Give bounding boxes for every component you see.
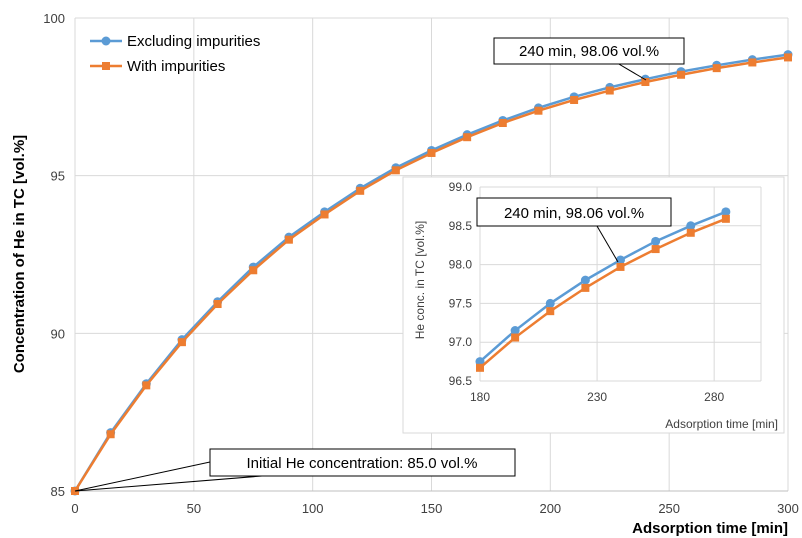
y-tick-label: 95	[51, 169, 65, 184]
annotation-240-main-label: 240 min, 98.06 vol.%	[519, 43, 659, 60]
inset-x-tick-label: 280	[704, 390, 724, 404]
inset-chart: 96.5 97.0 97.5 98.0 98.5 99.0 180 230 280 Adsorp…	[402, 176, 785, 434]
inset-point-with	[651, 245, 660, 254]
point-with	[677, 70, 686, 79]
annotation-initial-leader-1	[74, 475, 263, 492]
legend: Excluding impurities With impurities	[90, 33, 260, 75]
point-with	[142, 381, 151, 390]
x-axis-title: Adsorption time [min]	[632, 520, 788, 537]
point-with	[249, 266, 258, 275]
y-tick-label: 90	[51, 326, 65, 341]
point-with	[641, 78, 650, 87]
annotation-240-inset: 240 min, 98.06 vol.%	[476, 197, 672, 263]
annotation-240-main-box	[493, 37, 685, 65]
legend-label-excluding: Excluding impurities	[127, 33, 260, 50]
y-tick-label: 100	[43, 11, 65, 26]
inset-point-with	[476, 363, 484, 372]
main-tick-labels: 0 50 100 150 200 250 300 85 90 95 100	[43, 11, 799, 516]
x-tick-label: 300	[777, 501, 799, 516]
x-tick-label: 0	[71, 501, 78, 516]
inset-point-excluding	[721, 207, 731, 217]
point-with	[391, 166, 400, 175]
inset-y-tick-label: 97.5	[449, 296, 473, 310]
inset-point-with	[721, 214, 730, 223]
inset-point-excluding	[580, 275, 590, 285]
inset-series	[475, 207, 731, 372]
inset-point-with	[581, 283, 590, 292]
main-grid	[74, 17, 789, 492]
inset-y-tick-label: 99.0	[449, 180, 473, 194]
annotation-240-inset-label: 240 min, 98.06 vol.%	[504, 205, 644, 222]
y-tick-label: 85	[51, 484, 65, 499]
annotation-240-main: 240 min, 98.06 vol.%	[493, 37, 685, 81]
annotation-initial-box	[209, 448, 516, 477]
inset-x-tick-label: 230	[587, 390, 607, 404]
inset-point-with	[616, 262, 625, 271]
inset-point-with	[511, 333, 520, 342]
legend-marker-square	[102, 62, 110, 70]
inset-y-tick-label: 98.5	[449, 219, 473, 233]
inset-point-excluding	[616, 255, 625, 265]
point-with	[605, 86, 614, 95]
point-with	[712, 64, 721, 73]
inset-point-with	[546, 307, 555, 316]
x-tick-label: 250	[658, 501, 680, 516]
x-tick-label: 200	[539, 501, 561, 516]
point-with	[784, 53, 792, 62]
x-tick-label: 150	[421, 501, 443, 516]
x-tick-label: 100	[302, 501, 324, 516]
annotation-initial: Initial He concentration: 85.0 vol.%	[74, 448, 516, 492]
inset-y-tick-label: 97.0	[449, 335, 473, 349]
inset-tick-labels: 96.5 97.0 97.5 98.0 98.5 99.0 180 230 280	[449, 180, 725, 404]
point-with	[463, 133, 472, 142]
annotation-240-inset-box	[476, 197, 672, 227]
point-with	[748, 58, 757, 67]
point-with	[570, 95, 579, 104]
point-with	[534, 106, 543, 115]
inset-x-tick-label: 180	[470, 390, 490, 404]
point-with	[177, 338, 186, 347]
inset-point-excluding	[651, 236, 661, 246]
inset-y-axis-title: He conc. in TC [vol.%]	[413, 221, 427, 340]
inset-x-axis-title: Adsorption time [min]	[665, 417, 778, 431]
inset-series-line-with	[479, 217, 727, 369]
point-with	[427, 148, 436, 157]
annotation-initial-label: Initial He concentration: 85.0 vol.%	[247, 455, 478, 472]
inset-point-with	[686, 228, 695, 237]
main-series	[70, 50, 793, 496]
annotation-240-inset-leader	[596, 225, 619, 263]
inset-y-tick-label: 98.0	[449, 258, 473, 272]
inset-series-line-excluding	[479, 210, 727, 363]
inset-y-tick-label: 96.5	[449, 374, 473, 388]
y-axis-title: Concentration of He in TC [vol.%]	[11, 135, 28, 373]
x-tick-label: 50	[187, 501, 201, 516]
legend-marker-circle	[101, 36, 111, 46]
inset-point-excluding	[545, 298, 555, 308]
point-with	[284, 235, 293, 244]
inset-point-excluding	[686, 221, 696, 231]
point-with	[320, 210, 329, 219]
point-with	[498, 119, 507, 128]
point-with	[213, 300, 222, 309]
inset-point-excluding	[510, 326, 520, 336]
legend-label-with: With impurities	[127, 58, 225, 75]
point-with	[106, 430, 115, 439]
point-with	[356, 186, 365, 195]
annotation-initial-leader-2	[74, 461, 211, 492]
